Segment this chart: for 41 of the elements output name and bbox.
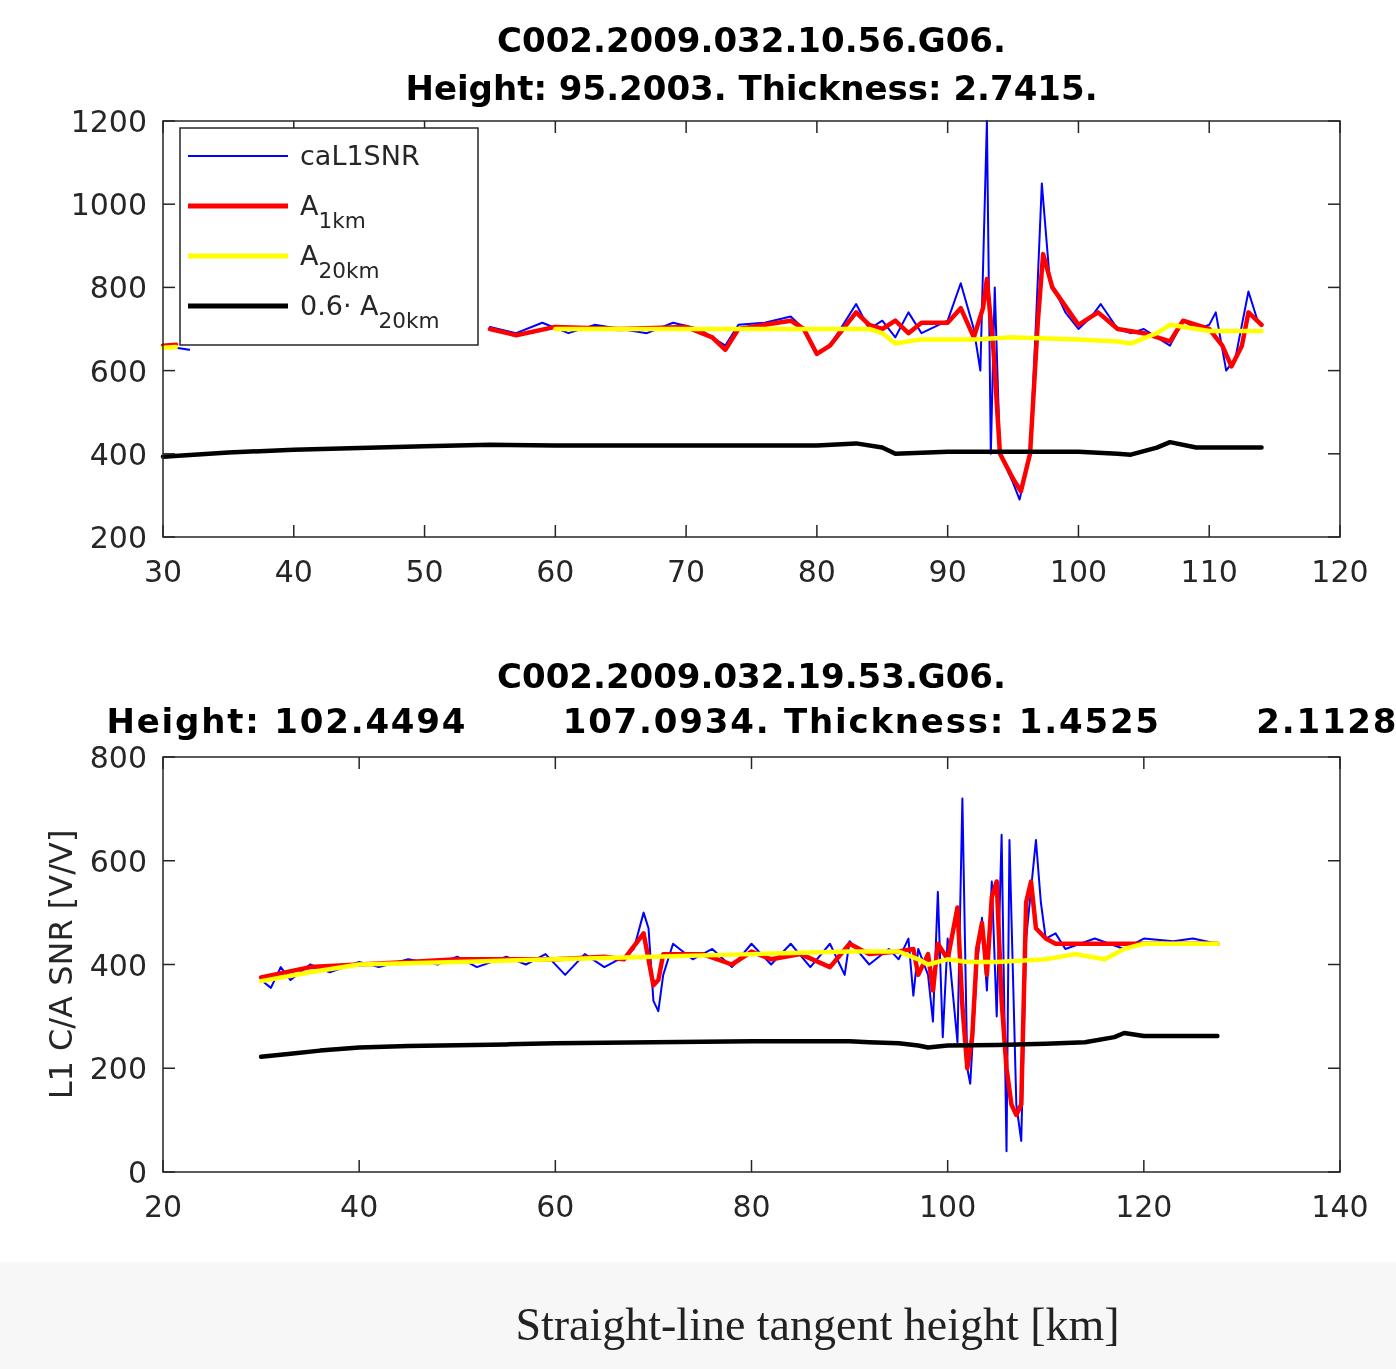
legend-label: caL1SNR	[300, 140, 420, 171]
x-tick-label: 110	[1180, 554, 1238, 589]
legend-label: 0.6· A$_{20km}$	[300, 290, 440, 333]
x-tick-label: 100	[919, 1189, 977, 1224]
x-tick-label: 140	[1311, 1189, 1369, 1224]
x-tick-label: 100	[1049, 554, 1108, 589]
x-tick-label: 80	[797, 554, 836, 589]
x-tick-label: 30	[143, 554, 183, 589]
y-tick-label: 0	[127, 1155, 147, 1190]
chart-title: C002.2009.032.19.53.G06.	[497, 656, 1006, 696]
x-tick-label: 120	[1311, 554, 1369, 589]
y-tick-label: 600	[89, 353, 147, 389]
line-series	[160, 439, 1264, 459]
y-tick-label: 400	[89, 436, 147, 472]
line-series	[258, 941, 1220, 984]
x-tick-label: 70	[667, 554, 706, 589]
y-tick-label: 200	[89, 1051, 147, 1087]
y-tick-label: 400	[89, 947, 147, 983]
x-tick-label: 50	[405, 554, 444, 589]
y-tick-label: 800	[89, 740, 147, 775]
x-tick-label: 20	[143, 1189, 183, 1224]
y-tick-label: 800	[89, 270, 147, 306]
chart-subtitle: Height: 102.4494 107.0934. Thickness: 1.4525 2.1128	[106, 701, 1396, 741]
legend-label: A$_{20km}$	[300, 240, 380, 283]
legend-label: A$_{1km}$	[300, 190, 366, 233]
x-tick-label: 40	[274, 554, 313, 589]
line-series	[258, 1030, 1220, 1060]
x-tick-label: 90	[928, 554, 967, 589]
y-tick-label: 200	[89, 520, 147, 555]
chart-subtitle: Height: 95.2003. Thickness: 2.7415.	[405, 68, 1098, 108]
x-axis-title: Straight-line tangent height [km]	[515, 1299, 1120, 1350]
y-axis-title: L1 C/A SNR [V/V]	[42, 829, 80, 1100]
x-tick-label: 40	[340, 1189, 379, 1224]
y-tick-label: 600	[89, 843, 147, 879]
x-tick-label: 60	[536, 554, 575, 589]
y-tick-label: 1000	[70, 187, 147, 223]
x-tick-label: 60	[536, 1189, 575, 1224]
y-tick-label: 1200	[70, 104, 147, 139]
x-tick-label: 80	[732, 1189, 771, 1224]
chart-title: C002.2009.032.10.56.G06.	[497, 20, 1006, 60]
x-tick-label: 120	[1115, 1189, 1173, 1224]
